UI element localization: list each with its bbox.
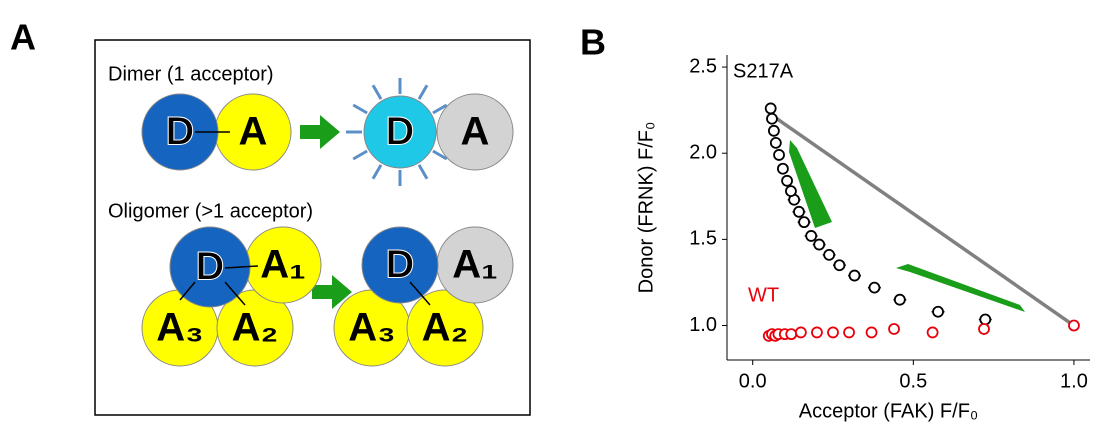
point bbox=[769, 126, 779, 136]
point bbox=[766, 103, 776, 113]
section-title: Oligomer (>1 acceptor) bbox=[108, 200, 313, 222]
figure: A B Dimer (1 acceptor) Oligomer (>1 acce… bbox=[0, 0, 1094, 425]
y-tick-label: 1.0 bbox=[689, 314, 717, 336]
point bbox=[806, 231, 816, 241]
point bbox=[834, 260, 844, 270]
node-label: D bbox=[386, 243, 415, 287]
point bbox=[889, 324, 899, 334]
node-label: A₃ bbox=[156, 306, 203, 350]
point bbox=[794, 207, 804, 217]
node-label: D bbox=[196, 245, 225, 289]
node-label: A₂ bbox=[232, 306, 279, 350]
panel-label: B bbox=[580, 22, 606, 63]
ray bbox=[419, 85, 427, 99]
arrow bbox=[896, 264, 1025, 312]
x-tick-label: 0.5 bbox=[899, 370, 927, 392]
point bbox=[828, 327, 838, 337]
y-tick-label: 2.0 bbox=[689, 142, 717, 164]
point bbox=[796, 327, 806, 337]
point bbox=[895, 295, 905, 305]
point bbox=[980, 315, 990, 325]
y-axis-title: Donor (FRNK) F/F₀ bbox=[635, 122, 657, 294]
x-tick-label: 1.0 bbox=[1060, 370, 1088, 392]
y-tick-label: 1.5 bbox=[689, 228, 717, 250]
node-label: A₁ bbox=[452, 243, 497, 287]
point bbox=[812, 327, 822, 337]
point bbox=[778, 164, 788, 174]
point bbox=[774, 150, 784, 160]
section-title: Dimer (1 acceptor) bbox=[108, 63, 274, 85]
y-tick-label: 2.5 bbox=[689, 55, 717, 77]
point bbox=[782, 176, 792, 186]
point bbox=[867, 327, 877, 337]
node-label: A₃ bbox=[348, 306, 395, 350]
point bbox=[979, 324, 989, 334]
node-label: D bbox=[166, 110, 195, 154]
x-axis-title: Acceptor (FAK) F/F₀ bbox=[799, 400, 978, 422]
series-label: S217A bbox=[733, 60, 794, 82]
point bbox=[869, 283, 879, 293]
point bbox=[824, 250, 834, 260]
point bbox=[844, 327, 854, 337]
x-tick-label: 0.0 bbox=[739, 370, 767, 392]
series-label: WT bbox=[748, 284, 779, 306]
point bbox=[1069, 321, 1079, 331]
point bbox=[771, 138, 781, 148]
node-label: A₁ bbox=[260, 243, 305, 287]
ray bbox=[353, 151, 367, 159]
point bbox=[786, 186, 796, 196]
point bbox=[786, 329, 796, 339]
node-label: A bbox=[461, 110, 490, 154]
ray bbox=[353, 105, 367, 113]
point bbox=[850, 271, 860, 281]
point bbox=[814, 240, 824, 250]
ray bbox=[419, 165, 427, 179]
node-label: A bbox=[239, 110, 268, 154]
panel-label: A bbox=[10, 17, 36, 58]
node-label: A₂ bbox=[422, 306, 469, 350]
ray bbox=[373, 165, 381, 179]
ray bbox=[373, 85, 381, 99]
point bbox=[799, 217, 809, 227]
point bbox=[767, 114, 777, 124]
point bbox=[933, 307, 943, 317]
node-label: D bbox=[386, 110, 415, 154]
point bbox=[928, 327, 938, 337]
arrow bbox=[300, 115, 340, 149]
